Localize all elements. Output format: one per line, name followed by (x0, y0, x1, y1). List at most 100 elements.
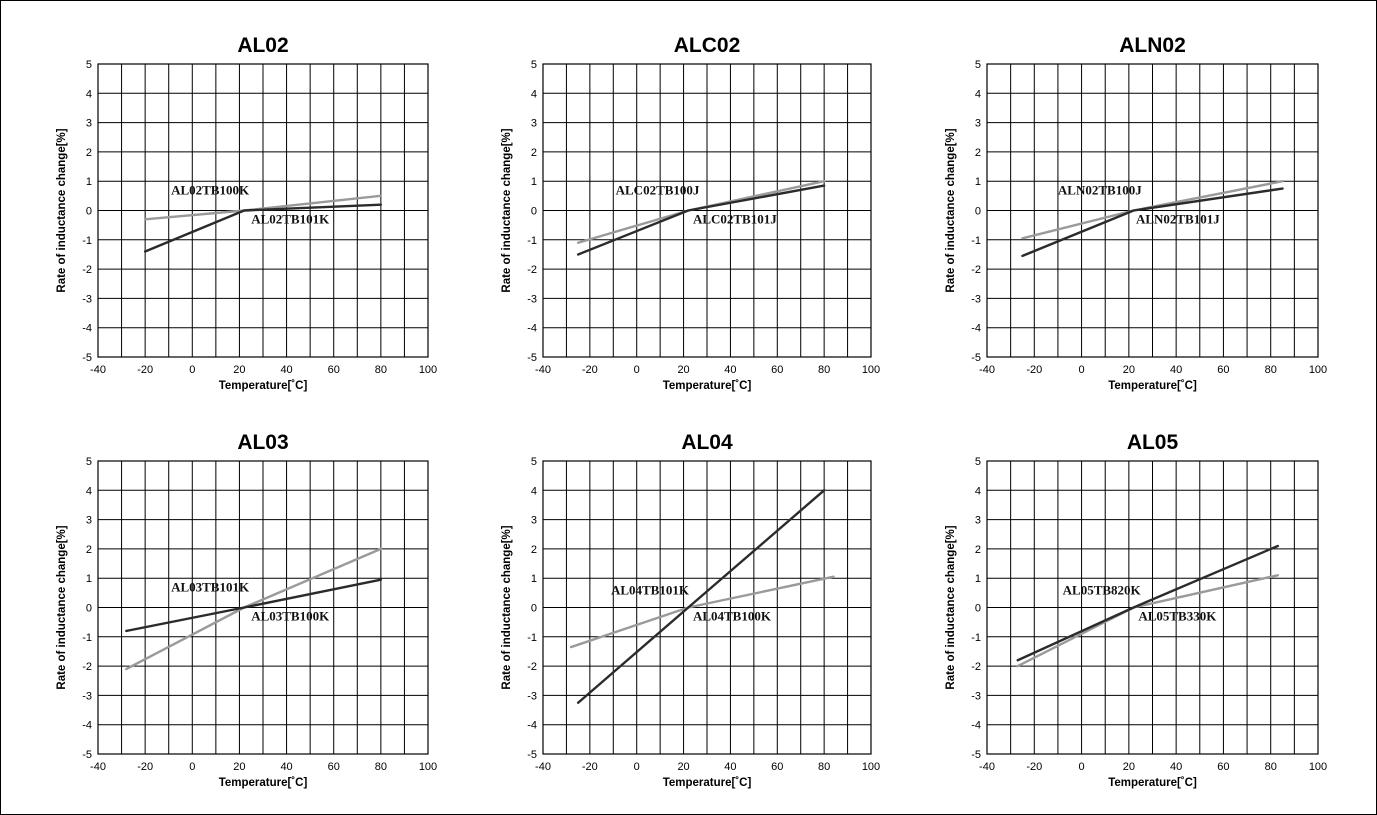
y-tick-label: -1 (971, 632, 981, 644)
x-tick-label: 60 (1217, 364, 1229, 376)
plot-border (97, 460, 429, 755)
y-tick-label: -1 (971, 235, 981, 247)
y-tick-label: 1 (531, 176, 537, 188)
y-tick-label: -4 (82, 720, 92, 732)
x-tick-label: 80 (818, 761, 830, 773)
chart-al04: AL04 5 4 3 2 1 0 -1 -2 -3 -4 -5-40 -20 0 20 40 60 80 100 Te… (501, 431, 880, 789)
y-tick-label: -2 (527, 661, 537, 673)
y-tick-label: 4 (975, 485, 981, 497)
series-label-al05tb820k: AL05TB820K (1063, 582, 1142, 597)
x-tick-label: -40 (90, 761, 106, 773)
y-tick-label: 2 (975, 544, 981, 556)
chart-aln02: ALN02 5 4 3 2 1 0 -1 -2 -3 -4 -5-40 -20 0 20 40 60 80 100 T… (945, 34, 1327, 392)
x-tick-label: 20 (1123, 761, 1135, 773)
y-tick-label: 5 (86, 59, 92, 71)
series-line-al04tb101k (576, 489, 826, 704)
y-tick-label: 3 (975, 515, 981, 527)
y-tick-label: -3 (82, 293, 92, 305)
y-tick-label: -3 (971, 293, 981, 305)
chart-title: ALC02 (674, 34, 741, 57)
x-tick-label: -20 (582, 761, 598, 773)
x-tick-label: 80 (375, 364, 387, 376)
x-tick-label: -40 (535, 364, 551, 376)
chart-title: ALN02 (1119, 34, 1186, 57)
y-tick-label: 3 (975, 118, 981, 130)
y-tick-label: -5 (971, 352, 981, 364)
y-tick-label: 1 (975, 176, 981, 188)
x-tick-label: 80 (818, 364, 830, 376)
y-axis-label: Rate of inductance change[%] (945, 128, 957, 292)
y-tick-label: -5 (82, 749, 92, 761)
x-tick-label: 80 (375, 761, 387, 773)
x-tick-label: 20 (677, 761, 689, 773)
x-tick-label: 20 (677, 364, 689, 376)
y-tick-label: 4 (86, 485, 92, 497)
y-tick-label: 4 (86, 88, 92, 100)
y-tick-label: 5 (975, 59, 981, 71)
x-tick-label: 100 (419, 364, 437, 376)
x-tick-label: 60 (328, 364, 340, 376)
series-label-al02tb100k: AL02TB100K (171, 182, 250, 197)
series-label-al05tb330k: AL05TB330K (1138, 609, 1217, 624)
x-axis-label: Temperature[˚C] (663, 380, 752, 392)
y-tick-label: 0 (531, 603, 537, 615)
chart-alc02: ALC02 5 4 3 2 1 0 -1 -2 -3 -4 -5-40 -20 0 20 40 60 80 100 T… (501, 34, 880, 392)
chart-title: AL05 (1127, 431, 1179, 454)
y-tick-label: -2 (971, 264, 981, 276)
y-tick-label: 1 (86, 176, 92, 188)
y-tick-label: 3 (86, 118, 92, 130)
x-tick-label: -20 (137, 761, 153, 773)
plot-border (542, 63, 872, 358)
series-line-al03tb101k (125, 578, 383, 633)
plot-border (542, 460, 872, 755)
chart-al05: AL05 5 4 3 2 1 0 -1 -2 -3 -4 -5-40 -20 0 20 40 60 80 100 Te… (945, 431, 1327, 789)
y-tick-label: -1 (82, 235, 92, 247)
x-tick-label: 40 (280, 364, 292, 376)
y-tick-label: 2 (86, 544, 92, 556)
y-tick-label: 1 (86, 573, 92, 585)
y-tick-label: -4 (82, 323, 92, 335)
y-tick-label: -5 (527, 749, 537, 761)
y-tick-label: 2 (531, 147, 537, 159)
x-tick-label: 40 (280, 761, 292, 773)
y-tick-label: -2 (971, 661, 981, 673)
x-tick-label: -40 (535, 761, 551, 773)
y-axis-label: Rate of inductance change[%] (56, 525, 68, 689)
x-tick-label: 20 (233, 364, 245, 376)
y-tick-label: 4 (531, 88, 537, 100)
x-tick-label: 20 (1123, 364, 1135, 376)
x-tick-label: 60 (771, 364, 783, 376)
y-tick-label: -2 (82, 264, 92, 276)
y-tick-label: 0 (86, 206, 92, 218)
chart-title: AL04 (681, 431, 733, 454)
x-tick-label: 0 (1079, 761, 1085, 773)
series-label-al02tb101k: AL02TB101K (251, 212, 330, 227)
x-tick-label: 0 (189, 364, 195, 376)
series-label-alc02tb100j: ALC02TB100J (616, 182, 700, 197)
chart-title: AL02 (237, 34, 288, 57)
x-tick-label: -20 (137, 364, 153, 376)
series-label-al04tb101k: AL04TB101K (611, 582, 690, 597)
y-tick-label: 0 (975, 206, 981, 218)
y-tick-label: -2 (82, 661, 92, 673)
y-tick-label: -5 (971, 749, 981, 761)
x-tick-label: 0 (634, 364, 640, 376)
x-tick-label: -20 (1026, 364, 1042, 376)
y-tick-label: 2 (86, 147, 92, 159)
x-tick-label: 40 (1170, 364, 1182, 376)
x-axis-label: Temperature[˚C] (1108, 777, 1197, 789)
x-tick-label: 80 (1265, 364, 1277, 376)
x-tick-label: 0 (1079, 364, 1085, 376)
y-tick-label: 4 (975, 88, 981, 100)
y-axis-label: Rate of inductance change[%] (945, 525, 957, 689)
y-tick-label: 1 (531, 573, 537, 585)
y-tick-label: -4 (527, 323, 537, 335)
series-label-alc02tb101j: ALC02TB101J (693, 212, 777, 227)
y-tick-label: -5 (527, 352, 537, 364)
series-line-al02tb100k (143, 203, 383, 253)
series-label-al03tb101k: AL03TB101K (171, 579, 250, 594)
series-line-al05tb820k (1016, 544, 1280, 662)
plot-border (986, 460, 1319, 755)
y-tick-label: 3 (531, 118, 537, 130)
